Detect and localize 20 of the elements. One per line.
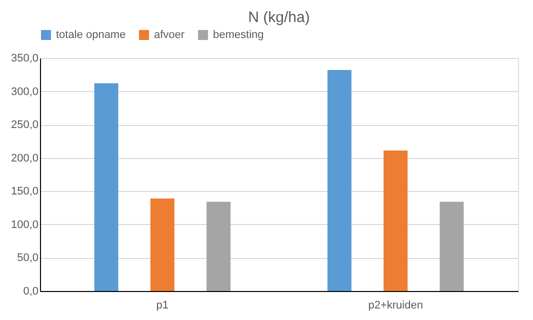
bar	[94, 83, 118, 291]
y-tick-label: 300,0	[10, 86, 38, 98]
y-tick-label: 250,0	[10, 119, 38, 132]
y-tick-label: 200,0	[10, 152, 38, 164]
legend-label: bemesting	[213, 29, 264, 41]
bar	[206, 202, 231, 291]
bar	[327, 70, 352, 291]
legend-label: totale opname	[56, 29, 126, 41]
y-tick-label: 150,0	[10, 186, 38, 198]
x-tick-label: p2+kruiden	[368, 300, 423, 312]
y-tick-label: 0,0	[23, 286, 38, 298]
y-tick-label: 100,0	[10, 218, 38, 231]
legend-label: afvoer	[154, 29, 185, 41]
bar	[384, 150, 408, 291]
y-tick-label: 50,0	[17, 252, 38, 264]
bar	[440, 202, 464, 291]
bar	[150, 198, 174, 291]
y-tick-label: 350,0	[10, 52, 38, 64]
x-tick-label: p1	[156, 300, 169, 312]
chart-title: N (kg/ha)	[248, 9, 310, 26]
